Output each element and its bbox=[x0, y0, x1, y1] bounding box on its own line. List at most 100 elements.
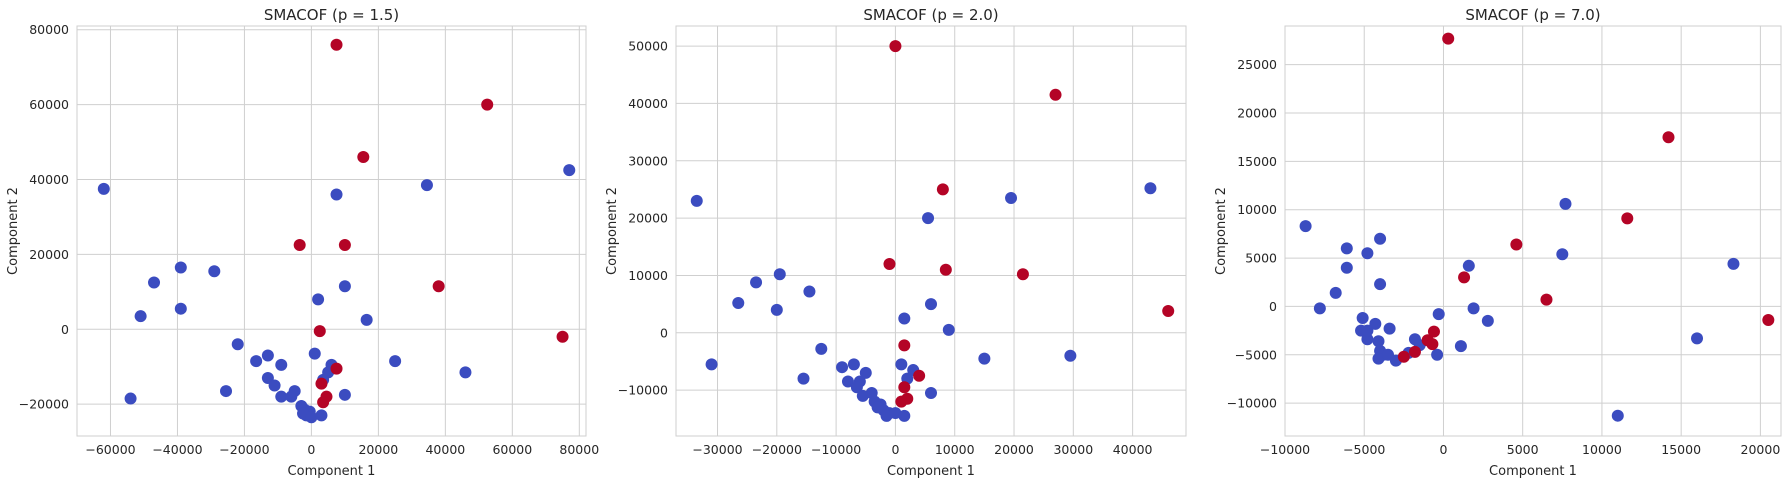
data-point-series-1 bbox=[315, 409, 328, 422]
data-point-series-1 bbox=[850, 381, 863, 394]
x-tick-label: 20000 bbox=[1741, 442, 1781, 457]
data-point-series-1 bbox=[1329, 286, 1342, 299]
data-point-series-2 bbox=[889, 40, 902, 53]
y-tick-label: 10000 bbox=[1237, 202, 1277, 217]
y-tick-label: −5000 bbox=[1235, 347, 1277, 362]
data-point-series-1 bbox=[797, 372, 810, 385]
x-tick-label: −60000 bbox=[85, 442, 135, 457]
plot-area bbox=[1284, 25, 1782, 437]
data-point-series-1 bbox=[1611, 409, 1624, 422]
data-point-series-2 bbox=[317, 396, 330, 409]
data-point-series-1 bbox=[208, 265, 221, 278]
data-point-series-2 bbox=[330, 362, 343, 375]
x-tick-label: 0 bbox=[1439, 442, 1447, 457]
x-axis-label: Component 1 bbox=[887, 464, 975, 479]
data-point-series-1 bbox=[1374, 278, 1387, 291]
x-tick-label: 40000 bbox=[1113, 442, 1153, 457]
data-point-series-2 bbox=[1427, 325, 1440, 338]
data-point-series-2 bbox=[1442, 32, 1455, 45]
x-tick-label: −40000 bbox=[152, 442, 202, 457]
data-point-series-1 bbox=[1299, 220, 1312, 233]
data-point-series-1 bbox=[275, 390, 288, 403]
x-tick-label: −30000 bbox=[692, 442, 742, 457]
data-point-series-1 bbox=[847, 358, 860, 371]
data-point-series-1 bbox=[250, 355, 263, 368]
data-point-series-1 bbox=[134, 310, 147, 323]
y-tick-label: −10000 bbox=[1227, 396, 1277, 411]
data-point-series-1 bbox=[308, 347, 321, 360]
data-point-series-2 bbox=[1540, 293, 1553, 306]
data-point-series-1 bbox=[859, 366, 872, 379]
data-point-series-2 bbox=[939, 263, 952, 276]
data-point-series-1 bbox=[898, 312, 911, 325]
x-tick-label: −20000 bbox=[752, 442, 802, 457]
x-tick-label: 5000 bbox=[1507, 442, 1539, 457]
data-point-series-2 bbox=[481, 98, 494, 111]
data-point-series-1 bbox=[420, 179, 433, 192]
data-point-series-1 bbox=[925, 386, 937, 399]
data-point-series-2 bbox=[898, 339, 911, 352]
data-point-series-2 bbox=[330, 38, 343, 51]
x-tick-label: 20000 bbox=[994, 442, 1034, 457]
data-point-series-2 bbox=[1426, 338, 1439, 351]
data-point-series-1 bbox=[97, 182, 110, 195]
x-axis-label: Component 1 bbox=[288, 464, 376, 479]
data-point-series-1 bbox=[750, 276, 763, 289]
data-point-series-2 bbox=[432, 280, 445, 293]
chart-title: SMACOF (p = 1.5) bbox=[264, 6, 399, 24]
data-point-series-1 bbox=[1691, 332, 1704, 345]
data-point-series-1 bbox=[174, 261, 187, 274]
data-point-series-1 bbox=[942, 323, 955, 336]
data-point-series-1 bbox=[275, 358, 288, 371]
data-point-series-2 bbox=[338, 239, 351, 252]
x-tick-label: 60000 bbox=[492, 442, 532, 457]
y-tick-label: 60000 bbox=[29, 97, 69, 112]
data-point-series-1 bbox=[871, 401, 884, 414]
x-tick-label: 40000 bbox=[425, 442, 465, 457]
y-tick-label: 10000 bbox=[628, 268, 668, 283]
chart-title: SMACOF (p = 2.0) bbox=[863, 6, 998, 24]
data-point-series-1 bbox=[1432, 308, 1445, 321]
data-point-series-1 bbox=[770, 303, 783, 316]
data-point-series-1 bbox=[174, 302, 187, 315]
subplot-3: −10000 −5000 0 5000 10000 15000 20000 −10000 −50… bbox=[1214, 6, 1782, 479]
x-tick-label: −10000 bbox=[811, 442, 861, 457]
y-tick-label: 0 bbox=[61, 322, 69, 337]
x-tick-label: −20000 bbox=[219, 442, 269, 457]
chart-title: SMACOF (p = 7.0) bbox=[1465, 6, 1600, 24]
y-tick-label: 0 bbox=[660, 325, 668, 340]
data-point-series-1 bbox=[803, 285, 816, 298]
data-point-series-1 bbox=[1313, 302, 1326, 315]
data-point-series-1 bbox=[1462, 259, 1475, 272]
data-point-series-1 bbox=[563, 164, 576, 177]
data-point-series-2 bbox=[293, 239, 306, 252]
x-axis-label: Component 1 bbox=[1489, 464, 1577, 479]
data-point-series-2 bbox=[1016, 268, 1029, 281]
data-point-series-1 bbox=[1064, 349, 1077, 362]
data-point-series-2 bbox=[315, 377, 328, 390]
data-point-series-1 bbox=[1005, 192, 1018, 205]
data-point-series-1 bbox=[305, 411, 318, 424]
data-point-series-1 bbox=[1559, 197, 1572, 210]
data-point-series-1 bbox=[1361, 324, 1374, 337]
data-point-series-2 bbox=[1662, 131, 1675, 144]
y-tick-label: 30000 bbox=[628, 153, 668, 168]
y-axis-label: Component 2 bbox=[6, 187, 21, 275]
data-point-series-2 bbox=[895, 395, 908, 408]
data-point-series-1 bbox=[360, 313, 373, 326]
x-tick-label: 0 bbox=[307, 442, 315, 457]
data-point-series-1 bbox=[459, 366, 472, 379]
data-point-series-1 bbox=[285, 390, 298, 403]
data-point-series-1 bbox=[1144, 182, 1157, 195]
data-point-series-2 bbox=[1458, 271, 1471, 284]
data-point-series-2 bbox=[1408, 345, 1421, 358]
y-tick-label: 40000 bbox=[29, 172, 69, 187]
data-point-series-1 bbox=[1356, 312, 1369, 325]
data-point-series-1 bbox=[220, 385, 233, 398]
data-point-series-1 bbox=[732, 296, 745, 309]
data-point-series-1 bbox=[1467, 302, 1480, 315]
data-point-series-1 bbox=[1361, 333, 1374, 346]
data-point-series-2 bbox=[1049, 88, 1062, 101]
y-tick-label: 20000 bbox=[29, 247, 69, 262]
